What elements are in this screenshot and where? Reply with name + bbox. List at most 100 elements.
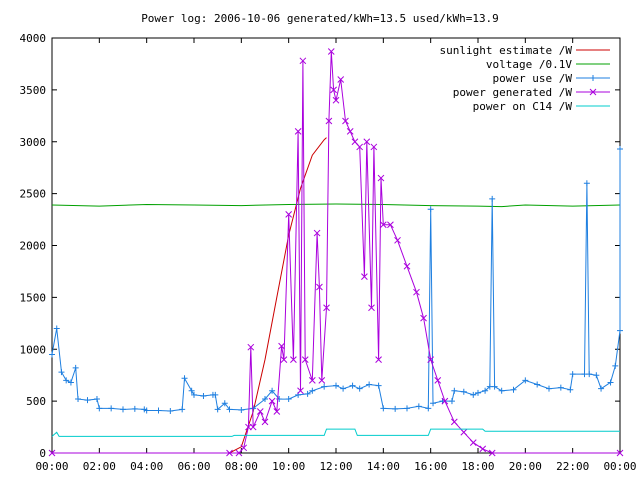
x-tick-label: 20:00	[509, 460, 542, 473]
y-tick-label: 2500	[20, 188, 47, 201]
data-point	[316, 283, 323, 291]
data-point	[221, 400, 228, 407]
data-point	[313, 229, 321, 237]
data-point	[67, 379, 74, 386]
data-point	[297, 387, 304, 395]
y-tick-label: 1000	[20, 343, 47, 356]
data-point	[226, 449, 233, 457]
series-line	[51, 203, 621, 208]
x-tick-label: 08:00	[225, 460, 258, 473]
data-point	[308, 377, 316, 384]
data-point	[330, 86, 337, 94]
data-point	[479, 445, 487, 453]
data-point	[285, 396, 292, 403]
x-tick-label: 16:00	[414, 460, 447, 473]
x-tick-label: 06:00	[177, 460, 210, 473]
legend-label: power use /W	[493, 72, 573, 85]
data-point	[262, 396, 268, 403]
data-point	[415, 403, 422, 410]
data-point	[546, 385, 552, 392]
data-point	[58, 369, 65, 376]
y-tick-label: 3000	[20, 136, 47, 149]
data-point	[188, 387, 195, 394]
data-point	[475, 389, 481, 396]
data-point	[498, 387, 505, 394]
data-point	[469, 439, 477, 446]
x-tick-label: 22:00	[556, 460, 589, 473]
data-point	[366, 381, 373, 388]
data-point	[379, 221, 387, 229]
data-point	[143, 407, 150, 414]
x-axis: 00:00 02:00 04:00 06:00 08:00 10:00 12:00 14:00…	[35, 38, 637, 473]
x-tick-label: 00:00	[603, 460, 636, 473]
data-point	[441, 397, 449, 405]
data-point	[321, 383, 328, 390]
data-point	[273, 408, 281, 415]
data-point	[470, 391, 477, 398]
series-2	[49, 146, 623, 414]
data-point	[567, 386, 574, 393]
y-tick-label: 2000	[20, 240, 47, 253]
x-tick-label: 12:00	[319, 460, 352, 473]
data-point	[191, 391, 197, 398]
data-point	[342, 117, 349, 125]
data-point	[510, 386, 517, 393]
y-tick-label: 0	[39, 447, 46, 460]
data-point	[488, 449, 496, 457]
x-tick-label: 10:00	[272, 460, 305, 473]
data-point	[238, 406, 245, 413]
data-point	[589, 88, 597, 96]
series-layer	[48, 48, 624, 457]
data-point	[413, 288, 420, 296]
data-point	[356, 143, 364, 151]
data-point	[249, 423, 257, 431]
data-point	[179, 406, 186, 413]
series-3	[48, 48, 624, 457]
data-point	[557, 384, 564, 391]
data-point	[586, 371, 593, 378]
data-point	[403, 262, 411, 270]
data-point	[340, 385, 347, 392]
data-point	[617, 327, 623, 334]
data-point	[394, 236, 401, 244]
data-point	[269, 387, 276, 394]
data-point	[301, 356, 309, 363]
data-point	[404, 405, 410, 412]
data-point	[356, 385, 363, 392]
data-point	[593, 372, 600, 379]
data-point	[387, 221, 394, 229]
data-point	[616, 449, 624, 457]
data-point	[617, 146, 623, 153]
data-point	[534, 381, 541, 388]
data-point	[155, 407, 162, 414]
data-point	[612, 362, 619, 369]
data-point	[309, 387, 316, 394]
x-tick-label: 18:00	[461, 460, 494, 473]
data-point	[332, 96, 340, 104]
data-point	[522, 377, 529, 384]
data-point	[261, 418, 269, 426]
data-point	[337, 76, 345, 83]
data-point	[285, 211, 293, 218]
data-point	[434, 377, 442, 384]
data-point	[482, 387, 489, 394]
y-tick-label: 500	[26, 395, 46, 408]
data-point	[75, 396, 82, 403]
series-0	[52, 137, 327, 454]
data-point	[299, 57, 307, 65]
data-point	[256, 408, 264, 415]
data-point	[325, 117, 333, 125]
y-axis: 0 500 1000 1500 2000 2500 3000 3500 4000	[20, 32, 620, 460]
x-tick-label: 14:00	[367, 460, 400, 473]
data-point	[460, 388, 467, 395]
data-point	[280, 356, 288, 363]
data-point	[93, 396, 100, 403]
data-point	[131, 405, 138, 412]
data-point	[361, 273, 368, 280]
data-point	[49, 351, 55, 358]
data-point	[247, 343, 255, 351]
data-point	[583, 180, 590, 187]
data-point	[304, 390, 311, 397]
series-1	[51, 203, 621, 208]
series-line	[52, 51, 620, 454]
